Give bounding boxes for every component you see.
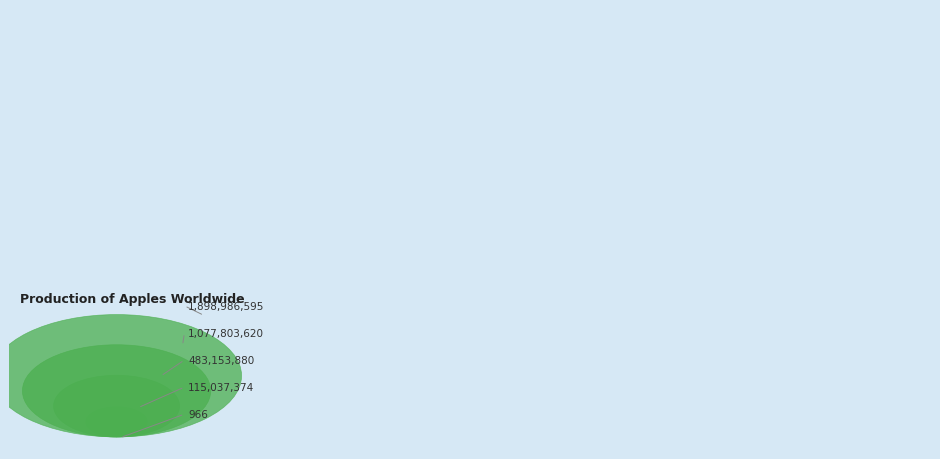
Text: 1,077,803,620: 1,077,803,620 [188, 328, 264, 338]
Circle shape [23, 345, 211, 437]
Circle shape [54, 375, 180, 437]
Text: 115,037,374: 115,037,374 [188, 382, 254, 392]
Text: 966: 966 [188, 409, 208, 419]
Text: Production of Apples Worldwide: Production of Apples Worldwide [20, 292, 244, 305]
Circle shape [86, 407, 148, 437]
Circle shape [0, 315, 242, 437]
Text: 483,153,880: 483,153,880 [188, 355, 254, 365]
Text: 1,898,986,595: 1,898,986,595 [188, 301, 264, 311]
